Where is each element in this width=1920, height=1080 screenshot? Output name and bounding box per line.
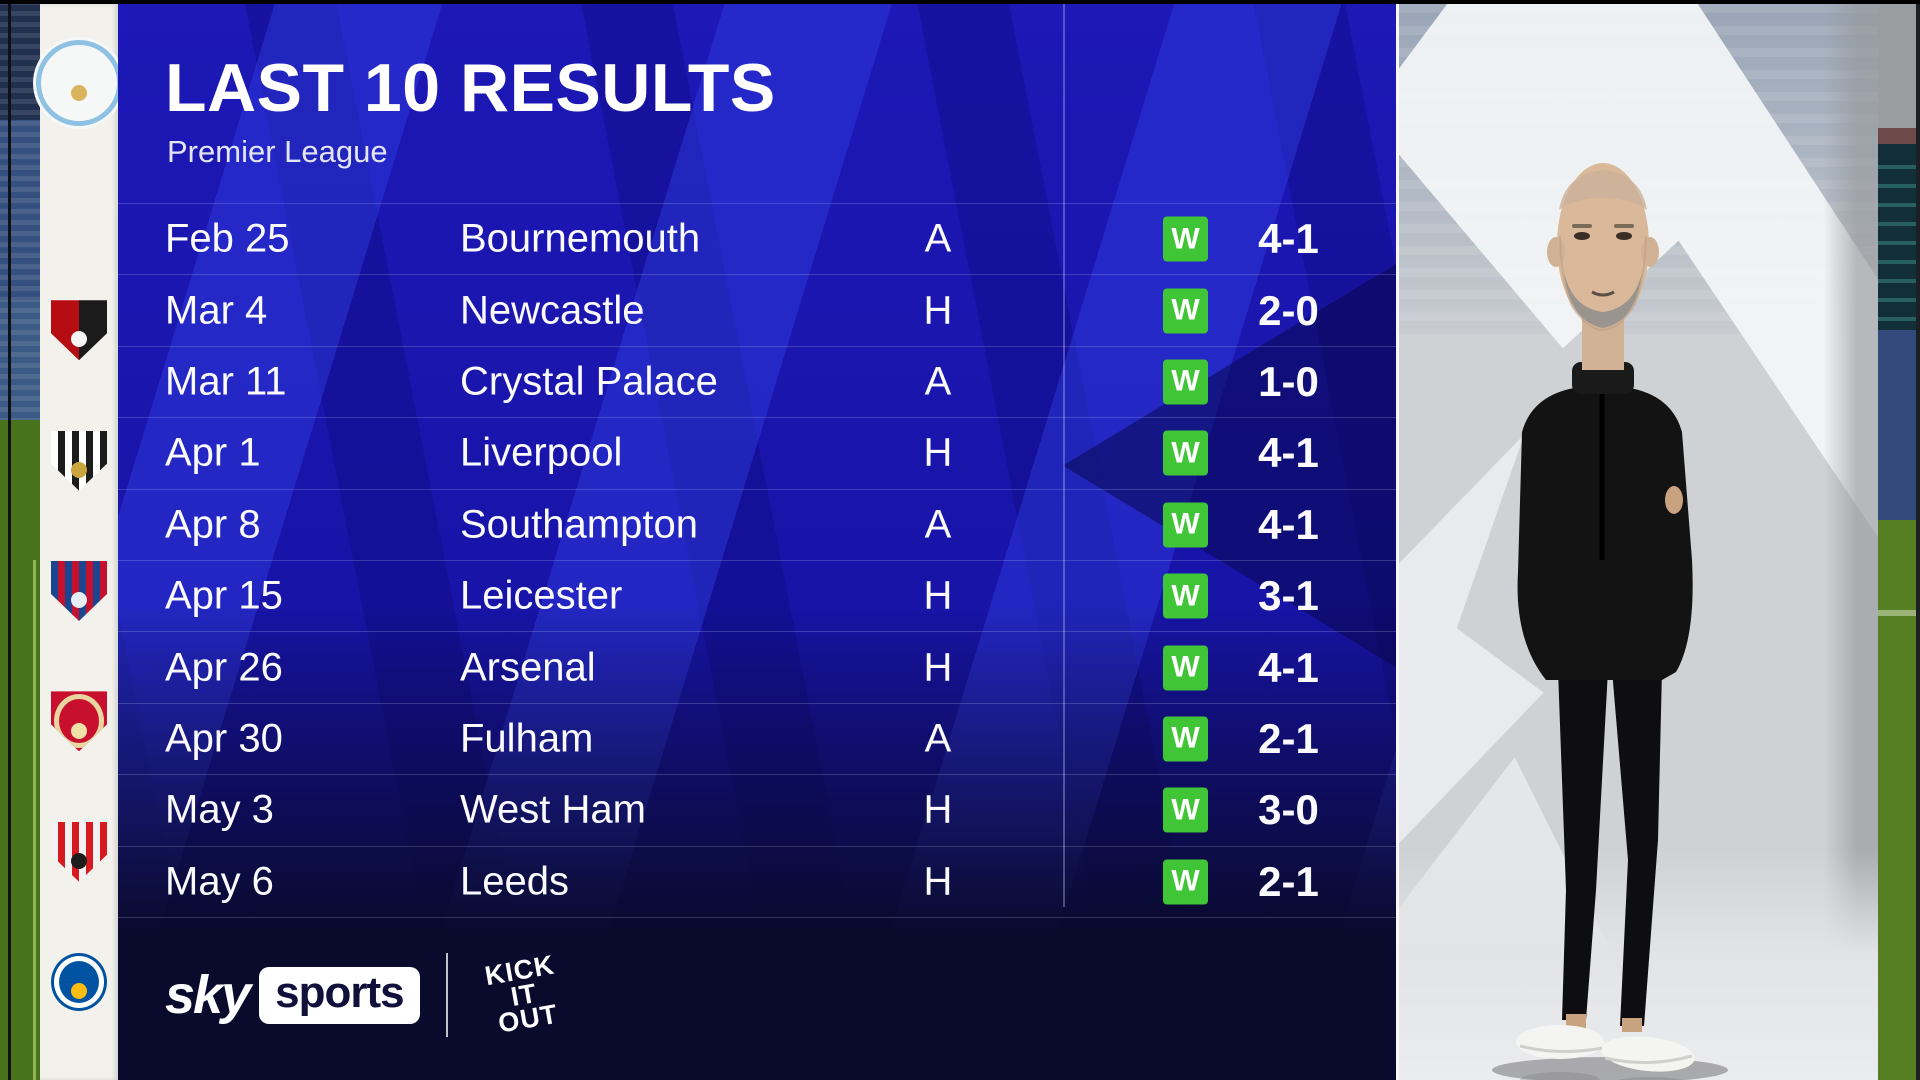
opponent-name: Newcastle xyxy=(460,288,645,333)
sky-sports-logo: sky sports xyxy=(165,964,420,1026)
table-row: Apr 30 Fulham A W 2-1 xyxy=(118,702,1396,774)
match-score: 3-0 xyxy=(1258,786,1319,834)
table-row: Mar 4 Newcastle H W 2-0 xyxy=(118,274,1396,345)
table-row: Apr 8 Southampton A W 4-1 xyxy=(118,488,1396,560)
badge-bournemouth xyxy=(51,300,107,361)
match-date: Apr 15 xyxy=(165,573,283,618)
results-table: Feb 25 Bournemouth A W 4-1 Mar 4 Newcastle H W 2-… xyxy=(118,203,1396,918)
match-date: Apr 30 xyxy=(165,716,283,761)
result-badge: W xyxy=(1163,716,1208,762)
sports-logo-text: sports xyxy=(259,966,420,1024)
result-badge: W xyxy=(1163,288,1208,334)
kick-it-out-logo: KICK IT OUT xyxy=(466,937,582,1053)
venue-indicator: A xyxy=(924,502,952,547)
opponent-name: Southampton xyxy=(460,502,698,547)
result-badge: W xyxy=(1163,359,1208,405)
match-score: 2-1 xyxy=(1258,714,1319,762)
opponent-name: Crystal Palace xyxy=(460,359,718,404)
pitch-line xyxy=(33,560,36,1080)
opponent-name: Bournemouth xyxy=(460,216,701,261)
venue-indicator: H xyxy=(923,787,953,832)
stadium-video-right-edge xyxy=(1878,0,1920,1080)
badge-liverpool xyxy=(51,691,107,752)
table-row: Mar 11 Crystal Palace A W 1-0 xyxy=(118,345,1396,417)
venue-indicator: A xyxy=(924,216,952,261)
results-panel: LAST 10 RESULTS Premier League Feb 25 Bou… xyxy=(118,4,1396,1080)
match-score: 4-1 xyxy=(1258,500,1319,548)
table-row: Apr 15 Leicester H W 3-1 xyxy=(118,559,1396,631)
goalpost-line xyxy=(8,0,11,1080)
match-score: 1-0 xyxy=(1258,357,1319,405)
match-date: May 6 xyxy=(165,859,274,904)
sky-logo-text: sky xyxy=(165,965,251,1025)
opponent-name: Arsenal xyxy=(460,645,596,690)
match-date: Apr 26 xyxy=(165,645,283,690)
badge-newcastle xyxy=(51,430,107,491)
table-row: May 3 West Ham H W 3-0 xyxy=(118,774,1396,845)
match-date: Apr 1 xyxy=(165,430,261,475)
opponent-name: Liverpool xyxy=(460,430,623,475)
badge-manchester-city xyxy=(33,37,125,129)
match-date: Mar 4 xyxy=(165,288,268,333)
venue-indicator: H xyxy=(923,430,953,475)
venue-indicator: A xyxy=(924,359,952,404)
team-badge-rail xyxy=(33,4,125,1080)
match-score: 4-1 xyxy=(1258,215,1319,263)
result-badge: W xyxy=(1163,573,1208,619)
table-row: Apr 26 Arsenal H W 4-1 xyxy=(118,631,1396,702)
result-badge: W xyxy=(1163,645,1208,691)
table-row: Apr 1 Liverpool H W 4-1 xyxy=(118,417,1396,488)
venue-indicator: A xyxy=(924,716,952,761)
page-title: LAST 10 RESULTS xyxy=(165,50,776,126)
match-score: 3-1 xyxy=(1258,572,1319,620)
match-score: 2-0 xyxy=(1258,286,1319,334)
match-date: Feb 25 xyxy=(165,216,290,261)
match-score: 4-1 xyxy=(1258,643,1319,691)
opponent-name: Leicester xyxy=(460,573,623,618)
pitch-line xyxy=(1878,610,1916,616)
stadium-video-left-edge xyxy=(0,0,40,1080)
result-badge: W xyxy=(1163,502,1208,548)
venue-indicator: H xyxy=(923,288,953,333)
result-badge: W xyxy=(1163,216,1208,262)
opponent-name: Leeds xyxy=(460,859,569,904)
table-row: May 6 Leeds H W 2-1 xyxy=(118,845,1396,917)
venue-indicator: H xyxy=(923,859,953,904)
kio-line-3: OUT xyxy=(495,999,560,1040)
match-date: May 3 xyxy=(165,787,274,832)
badge-leicester xyxy=(51,953,107,1012)
match-date: Apr 8 xyxy=(165,502,261,547)
pep-guardiola-figure xyxy=(1492,163,1728,1080)
match-score: 2-1 xyxy=(1258,857,1319,905)
opponent-name: Fulham xyxy=(460,716,594,761)
score-column-divider xyxy=(1063,4,1065,907)
match-score: 4-1 xyxy=(1258,429,1319,477)
venue-indicator: H xyxy=(923,573,953,618)
scoreboard-text-lines xyxy=(1878,150,1916,325)
competition-subtitle: Premier League xyxy=(167,134,388,169)
footer-logos: sky sports KICK IT OUT xyxy=(165,940,574,1050)
match-date: Mar 11 xyxy=(165,359,287,404)
result-badge: W xyxy=(1163,430,1208,476)
opponent-name: West Ham xyxy=(460,787,646,832)
footer-divider xyxy=(445,953,448,1037)
table-row: Feb 25 Bournemouth A W 4-1 xyxy=(118,203,1396,274)
badge-crystal-palace xyxy=(51,561,107,621)
result-badge: W xyxy=(1163,859,1208,905)
top-border xyxy=(0,0,1920,4)
venue-indicator: H xyxy=(923,645,953,690)
result-badge: W xyxy=(1163,787,1208,833)
badge-southampton xyxy=(51,821,107,882)
